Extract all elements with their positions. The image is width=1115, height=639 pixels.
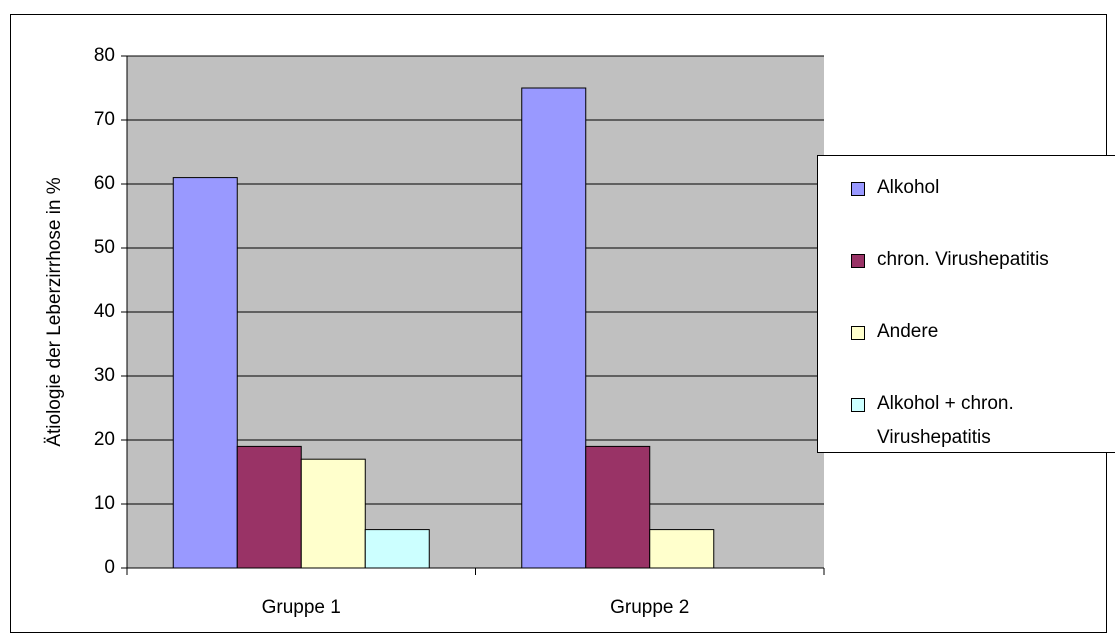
legend-label: chron. Virushepatitis xyxy=(877,249,1049,270)
y-tick-label: 40 xyxy=(94,301,115,322)
y-tick-label: 0 xyxy=(104,557,115,578)
y-tick-label: 80 xyxy=(94,45,115,66)
x-tick-label: Gruppe 2 xyxy=(610,597,689,618)
bar xyxy=(364,529,430,569)
bar xyxy=(236,445,302,569)
y-tick-label: 70 xyxy=(94,109,115,130)
y-axis-title: Ätiologie der Leberzirrhose in % xyxy=(44,177,65,446)
legend-swatch xyxy=(851,326,865,340)
bar xyxy=(521,87,587,569)
y-tick-label: 20 xyxy=(94,429,115,450)
y-tick-label: 10 xyxy=(94,493,115,514)
legend-item: Alkohol + chron. Virushepatitis xyxy=(851,387,1101,455)
bar xyxy=(649,529,715,569)
y-tick-label: 60 xyxy=(94,173,115,194)
y-tick-label: 50 xyxy=(94,237,115,258)
bar xyxy=(585,445,651,569)
legend-label: Alkohol + chron. Virushepatitis xyxy=(877,393,1014,448)
legend-swatch xyxy=(851,398,865,412)
bar xyxy=(300,458,366,569)
legend-item: Andere xyxy=(851,315,1101,349)
legend-item: chron. Virushepatitis xyxy=(851,243,1101,277)
legend: Alkohol chron. Virushepatitis Andere Alkoho… xyxy=(817,155,1115,453)
legend-item: Alkohol xyxy=(851,171,1101,205)
legend-swatch xyxy=(851,182,865,196)
legend-label: Andere xyxy=(877,321,939,342)
y-tick-label: 30 xyxy=(94,365,115,386)
legend-label: Alkohol xyxy=(877,177,940,198)
x-tick-label: Gruppe 1 xyxy=(262,597,341,618)
legend-swatch xyxy=(851,254,865,268)
bar xyxy=(172,177,238,569)
